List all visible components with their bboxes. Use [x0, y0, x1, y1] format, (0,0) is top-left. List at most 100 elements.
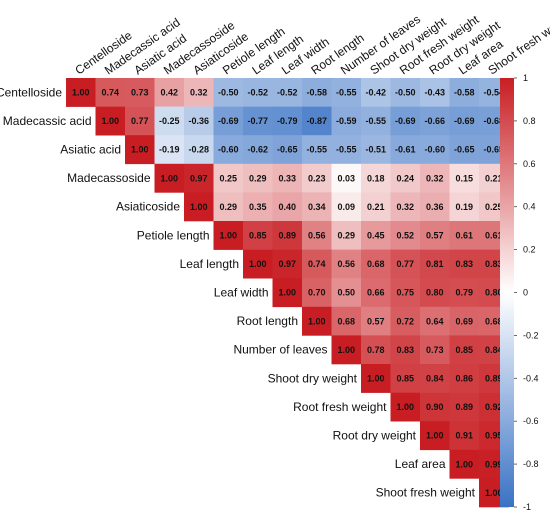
- cell-value-label: 1.00: [249, 259, 267, 269]
- heatmap-cell: [184, 106, 214, 136]
- cell-value-label: -0.36: [188, 116, 209, 126]
- row-label: Madecassoside: [67, 171, 151, 185]
- heatmap-cell: [420, 106, 450, 136]
- heatmap-cell: [213, 106, 244, 136]
- heatmap-cell: [302, 306, 332, 336]
- cell-value-label: -0.50: [395, 88, 416, 98]
- row-label: Asiaticoside: [116, 200, 180, 214]
- cell-value-label: 1.00: [308, 316, 326, 326]
- cell-value-label: -0.19: [159, 145, 180, 155]
- heatmap-cell: [331, 306, 362, 336]
- cell-value-label: 0.45: [367, 231, 385, 241]
- cell-value-label: 0.90: [426, 402, 444, 412]
- heatmap-cell: [361, 249, 391, 279]
- heatmap-cell: [272, 221, 303, 250]
- heatmap-cell: [420, 278, 450, 308]
- cell-value-label: 1.00: [278, 288, 296, 298]
- row-label: Shoot dry weight: [268, 371, 358, 385]
- cell-value-label: -0.87: [306, 116, 327, 126]
- heatmap-cell: [243, 163, 273, 193]
- colorbar-tick-label: 0: [523, 288, 528, 298]
- heatmap-cell: [302, 221, 332, 250]
- cell-value-label: 0.80: [485, 288, 503, 298]
- heatmap-cell: [361, 106, 391, 136]
- heatmap-cell: [95, 78, 126, 107]
- heatmap-cell: [390, 392, 421, 422]
- cell-value-label: 0.57: [367, 316, 385, 326]
- row-label: Asiatic acid: [60, 143, 121, 157]
- cell-value-label: -0.58: [454, 88, 475, 98]
- heatmap-cell: [302, 163, 332, 193]
- heatmap-cell: [420, 163, 450, 193]
- heatmap-cell: [420, 335, 450, 365]
- cell-value-label: -0.69: [395, 116, 416, 126]
- cell-value-label: 0.83: [455, 259, 473, 269]
- heatmap-cell: [361, 78, 391, 107]
- heatmap-cell: [331, 135, 362, 165]
- cell-value-label: -0.51: [365, 145, 386, 155]
- cell-value-label: 0.21: [485, 173, 503, 183]
- cell-value-label: 1.00: [219, 231, 237, 241]
- heatmap-cell: [390, 135, 421, 165]
- cell-value-label: -0.65: [277, 145, 298, 155]
- heatmap-cell: [154, 106, 185, 136]
- heatmap-cell: [420, 192, 450, 222]
- cell-value-label: -0.42: [365, 88, 386, 98]
- row-labels: Centelloside Madecassic acid Asiatic acid M…: [0, 85, 476, 499]
- heatmap-cell: [449, 421, 480, 451]
- row-label: Root length: [237, 314, 298, 328]
- heatmap-cell: [449, 192, 480, 222]
- heatmap-cell: [213, 163, 244, 193]
- cell-value-label: 0.89: [455, 402, 473, 412]
- colorbar-gradient: [500, 78, 514, 507]
- heatmap-cell: [213, 192, 244, 222]
- heatmap-cell: [420, 78, 450, 107]
- cell-value-label: 0.81: [426, 259, 444, 269]
- cell-value-label: 0.89: [485, 374, 503, 384]
- cell-value-label: 0.25: [219, 173, 237, 183]
- cell-value-label: -0.43: [424, 88, 445, 98]
- cell-value-label: -0.25: [159, 116, 180, 126]
- cell-value-label: 0.56: [308, 231, 326, 241]
- cell-value-label: 1.00: [190, 202, 208, 212]
- cell-value-label: -0.55: [365, 116, 386, 126]
- heatmap-cell: [125, 135, 155, 165]
- cell-value-label: -0.79: [277, 116, 298, 126]
- cell-value-label: 0.21: [367, 202, 385, 212]
- cell-value-label: -0.61: [395, 145, 416, 155]
- cell-value-label: 0.61: [455, 231, 473, 241]
- heatmap-cell: [302, 106, 332, 136]
- cell-value-label: 0.74: [101, 88, 119, 98]
- row-label: Shoot fresh weight: [376, 486, 476, 500]
- cell-value-label: 0.32: [396, 202, 414, 212]
- cell-value-label: 0.77: [396, 259, 414, 269]
- cell-value-label: -0.50: [218, 88, 239, 98]
- heatmap-cell: [420, 249, 450, 279]
- cell-value-label: 0.68: [367, 259, 385, 269]
- cell-value-label: 0.73: [131, 88, 149, 98]
- heatmap-cell: [154, 78, 185, 107]
- cell-value-label: 0.92: [485, 402, 503, 412]
- cell-value-label: -0.52: [247, 88, 268, 98]
- heatmap-cell: [272, 192, 303, 222]
- colorbar-tick-label: -1: [523, 502, 531, 512]
- cell-value-label: -0.77: [247, 116, 268, 126]
- cell-value-label: 0.32: [190, 88, 208, 98]
- heatmap-cell: [302, 78, 332, 107]
- cell-value-label: 0.72: [396, 316, 414, 326]
- heatmap-cell: [213, 221, 244, 250]
- cell-value-label: 0.42: [160, 88, 178, 98]
- heatmap-cell: [361, 221, 391, 250]
- heatmap-cell: [184, 192, 214, 222]
- heatmap-cell: [449, 163, 480, 193]
- cell-value-label: -0.69: [218, 116, 239, 126]
- cell-value-label: -0.62: [247, 145, 268, 155]
- heatmap-cell: [390, 364, 421, 393]
- heatmap-cell: [420, 392, 450, 422]
- cell-value-label: 0.29: [337, 231, 355, 241]
- heatmap-cell: [361, 364, 391, 393]
- cell-value-label: 0.33: [278, 173, 296, 183]
- colorbar-tick-label: 1: [523, 73, 528, 83]
- cell-value-label: 0.19: [455, 202, 473, 212]
- heatmap-cell: [213, 78, 244, 107]
